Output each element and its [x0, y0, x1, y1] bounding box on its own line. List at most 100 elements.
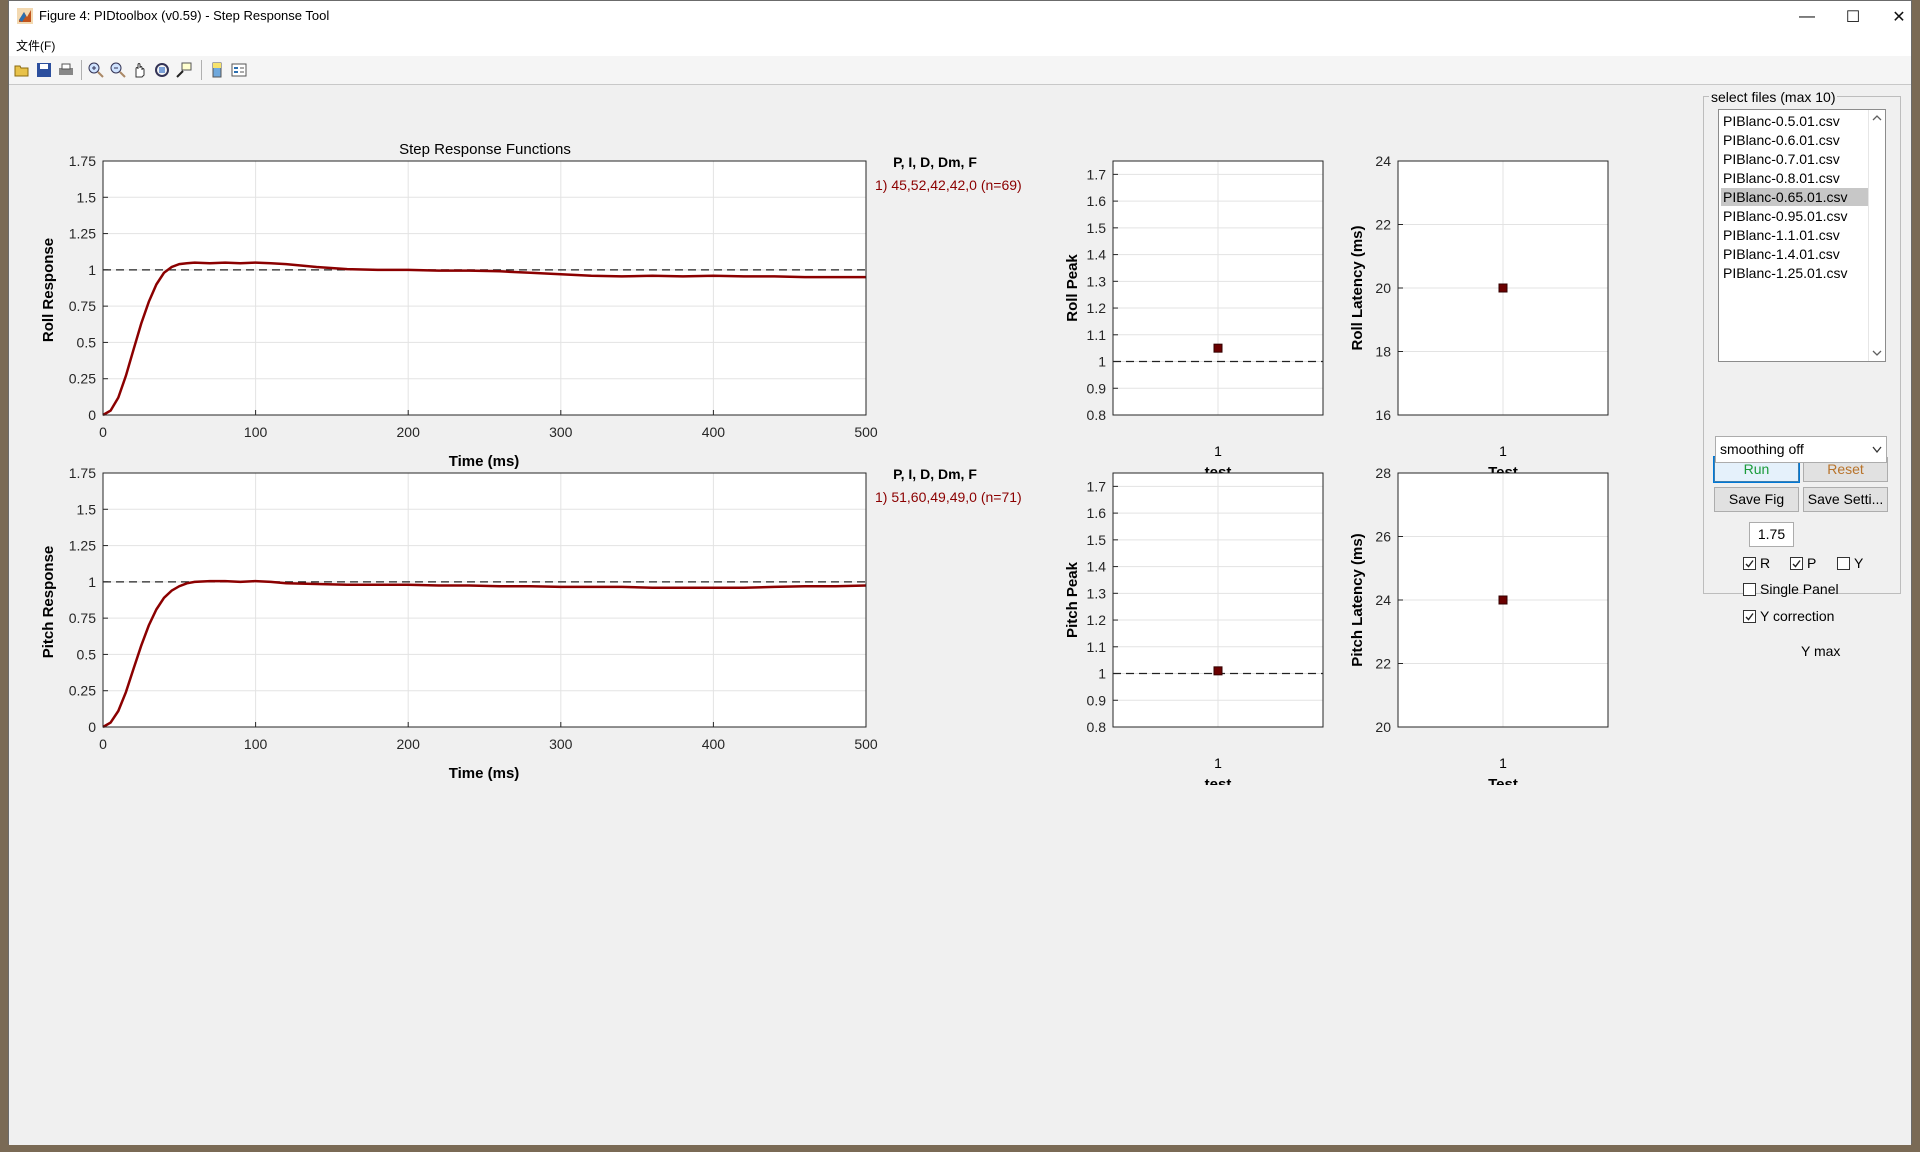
file-item[interactable]: PIBlanc-0.5.01.csv — [1723, 113, 1840, 129]
pitch-checkbox[interactable] — [1790, 557, 1803, 570]
rotate-icon[interactable] — [153, 61, 171, 79]
xtick-label: 200 — [397, 424, 421, 440]
maximize-button[interactable]: ☐ — [1830, 1, 1876, 32]
smoothing-dropdown[interactable]: smoothing off — [1715, 436, 1887, 463]
data-cursor-icon[interactable] — [175, 61, 193, 79]
ytick-label: 1 — [1098, 354, 1106, 370]
series-line — [102, 261, 866, 417]
ytick-label: 22 — [1375, 217, 1391, 233]
scroll-down-icon — [1872, 350, 1882, 356]
file-item[interactable]: PIBlanc-0.7.01.csv — [1723, 151, 1840, 167]
yaw-checkbox[interactable] — [1837, 557, 1850, 570]
matlab-icon — [17, 8, 33, 24]
ytick-label: 0.9 — [1087, 380, 1107, 396]
ytick-label: 1 — [1098, 666, 1106, 682]
file-item[interactable]: PIBlanc-1.1.01.csv — [1723, 227, 1840, 243]
legend-icon[interactable] — [230, 61, 248, 79]
pitch-response-ylabel: Pitch Response — [40, 546, 57, 659]
scroll-up-icon — [1872, 115, 1882, 121]
ytick-label: 28 — [1375, 465, 1391, 481]
axes-background — [103, 161, 866, 415]
roll-latency-axes[interactable]: 16 18 20 22 24 — [1375, 153, 1609, 423]
pitch-latency-xtick: 1 — [1499, 755, 1507, 771]
menu-file[interactable]: 文件(F) — [16, 39, 56, 53]
roll-checkbox-label: R — [1760, 555, 1771, 571]
xtick-label: 400 — [702, 736, 726, 752]
pitch-response-axes[interactable]: 0 0.25 0.5 0.75 1 1.25 1.5 1.75 0 100 200 300 400 500 — [69, 465, 878, 752]
ytick-label: 1.25 — [69, 538, 96, 554]
file-item[interactable]: PIBlanc-0.8.01.csv — [1723, 170, 1840, 186]
file-item[interactable]: PIBlanc-0.6.01.csv — [1723, 132, 1840, 148]
pitch-peak-axes[interactable]: 0.8 0.9 1 1.1 1.2 1.3 1.4 1.5 1.6 1.7 — [1087, 472, 1324, 735]
xtick-label: 100 — [244, 424, 268, 440]
ytick-label: 1.5 — [1087, 532, 1107, 548]
file-listbox[interactable]: PIBlanc-0.5.01.csv PIBlanc-0.6.01.csv PI… — [1718, 109, 1886, 362]
data-point — [1213, 343, 1223, 353]
close-icon: ✕ — [1892, 8, 1906, 26]
axes-background — [103, 473, 866, 727]
xtick-label: 0 — [99, 736, 107, 752]
panel-title: select files (max 10) — [1709, 89, 1838, 105]
print-icon[interactable] — [57, 61, 75, 79]
open-icon[interactable] — [13, 61, 31, 79]
colorbar-icon[interactable] — [208, 61, 226, 79]
ytick-label: 0.75 — [69, 610, 96, 626]
ytick-label: 24 — [1375, 592, 1391, 608]
pitch-legend-header: P, I, D, Dm, F — [893, 466, 977, 482]
maximize-icon: ☐ — [1845, 8, 1861, 26]
ytick-label: 0.8 — [1087, 407, 1107, 423]
ytick-label: 26 — [1375, 529, 1391, 545]
menu-bar: 文件(F) — [9, 32, 1911, 56]
roll-checkbox[interactable] — [1743, 557, 1756, 570]
xtick-label: 500 — [854, 736, 878, 752]
data-point — [1498, 595, 1508, 605]
pitch-peak-ylabel: Pitch Peak — [1064, 561, 1081, 638]
ymax-input[interactable]: 1.75 — [1749, 522, 1794, 547]
save-settings-button[interactable]: Save Setti... — [1803, 487, 1888, 512]
pan-icon[interactable] — [131, 61, 149, 79]
minimize-button[interactable]: — — [1784, 1, 1830, 32]
zoom-out-icon[interactable] — [109, 61, 127, 79]
series-line — [102, 579, 867, 729]
save-fig-button[interactable]: Save Fig — [1714, 487, 1799, 512]
y-correction-checkbox[interactable] — [1743, 610, 1756, 623]
close-button[interactable]: ✕ — [1876, 1, 1920, 32]
ytick-label: 1.6 — [1087, 193, 1107, 209]
pitch-peak-xtick: 1 — [1214, 755, 1222, 771]
listbox-scrollbar[interactable] — [1868, 110, 1885, 361]
check-icon — [1745, 560, 1754, 568]
file-item-selected[interactable]: PIBlanc-0.65.01.csv — [1721, 188, 1870, 206]
ytick-label: 0 — [88, 719, 96, 735]
ytick-label: 1.25 — [69, 226, 96, 242]
smoothing-value: smoothing off — [1720, 441, 1804, 457]
ytick-label: 1.5 — [77, 501, 97, 517]
xtick-label: 100 — [244, 736, 268, 752]
ytick-label: 1.2 — [1087, 612, 1107, 628]
ytick-label: 0.9 — [1087, 692, 1107, 708]
pitch-latency-axes[interactable]: 20 22 24 26 28 — [1375, 465, 1609, 735]
xtick-label: 300 — [549, 424, 573, 440]
roll-response-axes[interactable]: 0 0.25 0.5 0.75 1 1.25 1.5 1.75 0 100 200 300 400 500 — [69, 153, 878, 440]
ytick-label: 1.7 — [1087, 166, 1107, 182]
axes-box — [1112, 472, 1324, 728]
xtick-label: 400 — [702, 424, 726, 440]
zoom-in-icon[interactable] — [87, 61, 105, 79]
ytick-label: 16 — [1375, 407, 1391, 423]
chevron-down-icon — [1872, 446, 1882, 454]
roll-peak-axes[interactable]: 0.8 0.9 1 1.1 1.2 1.3 1.4 1.5 1.6 1.7 — [1087, 160, 1324, 423]
ytick-label: 1.7 — [1087, 478, 1107, 494]
xtick-label: 300 — [549, 736, 573, 752]
ytick-label: 1 — [88, 574, 96, 590]
file-item[interactable]: PIBlanc-1.25.01.csv — [1723, 265, 1848, 281]
save-icon[interactable] — [35, 61, 53, 79]
check-icon — [1792, 560, 1801, 568]
toolbar-separator — [201, 60, 202, 80]
file-item[interactable]: PIBlanc-0.95.01.csv — [1723, 208, 1848, 224]
scrollbar-arrows — [1872, 115, 1882, 356]
pitch-checkbox-label: P — [1807, 555, 1817, 571]
ytick-label: 1.1 — [1087, 639, 1107, 655]
single-panel-checkbox[interactable] — [1743, 583, 1756, 596]
ytick-label: 22 — [1375, 656, 1391, 672]
figure-window: Figure 4: PIDtoolbox (v0.59) - Step Resp… — [8, 0, 1912, 1145]
file-item[interactable]: PIBlanc-1.4.01.csv — [1723, 246, 1840, 262]
